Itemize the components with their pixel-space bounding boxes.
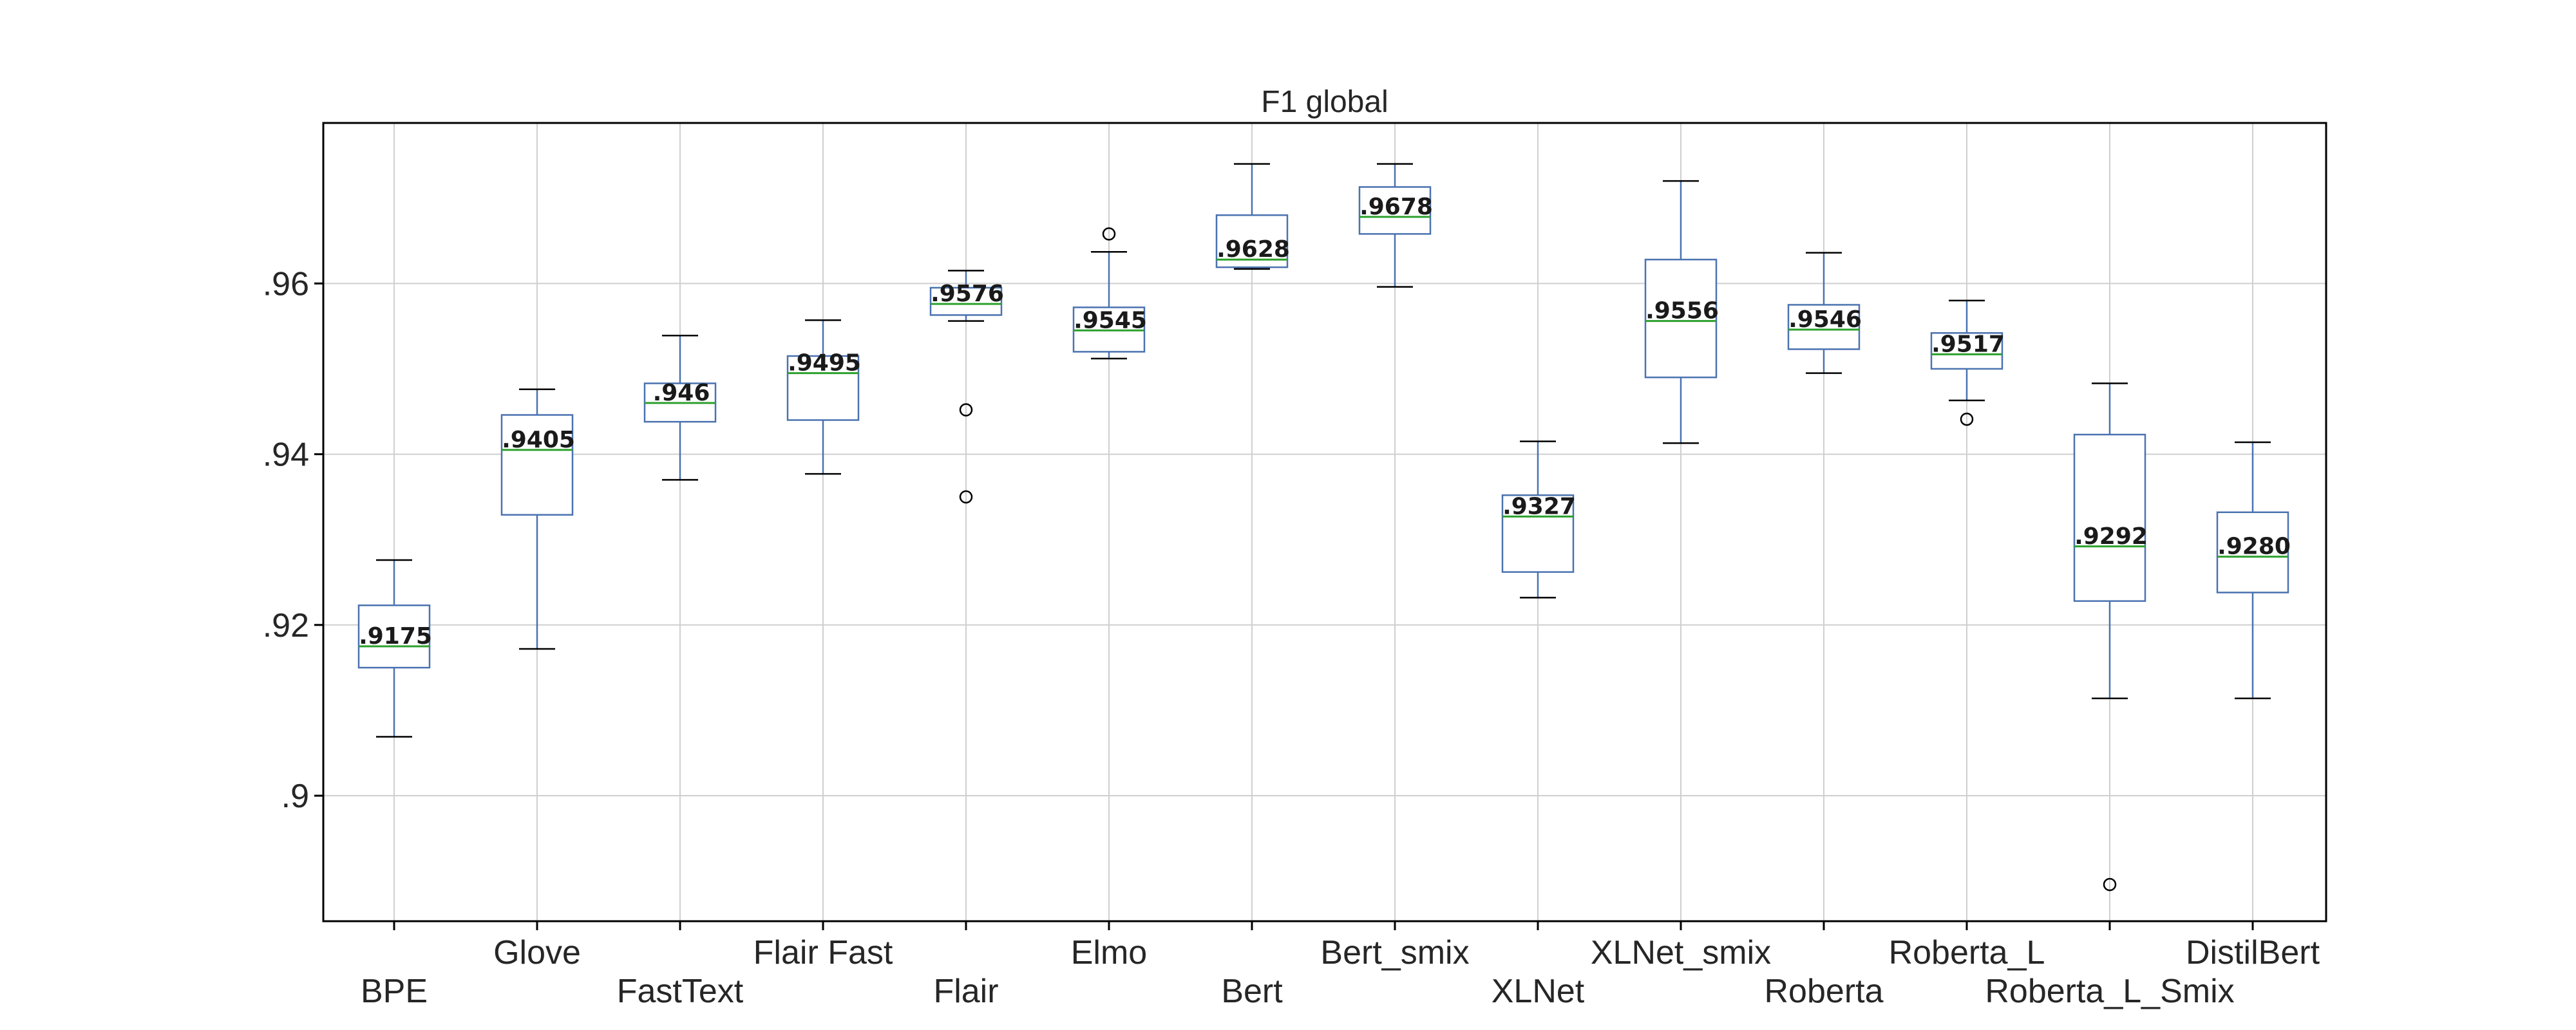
y-tick-label: .94	[263, 436, 309, 474]
x-tick-label: Roberta_L	[1889, 934, 2045, 971]
median-label: .9495	[788, 350, 861, 377]
median-label: .9546	[1788, 306, 1862, 333]
outlier-point	[959, 490, 973, 504]
median-label: .9327	[1502, 493, 1576, 520]
y-tick-label: .9	[281, 778, 309, 815]
box-distilbert: .9280	[2216, 441, 2291, 700]
box-bpe: .9175	[357, 559, 432, 738]
outlier-point	[2103, 877, 2117, 892]
median-label: .9292	[2074, 523, 2148, 550]
box-iqr	[1215, 214, 1289, 268]
box-xlnet-smix: .9556	[1644, 180, 1719, 444]
median-label: .9175	[359, 623, 432, 650]
x-tick-label: Elmo	[1071, 934, 1147, 971]
y-axis: .9 .92 .94 .96	[263, 265, 323, 815]
grid-lines	[323, 123, 2326, 921]
box-fasttext: .946	[643, 334, 717, 481]
box-iqr	[1644, 258, 1718, 379]
box-iqr	[2073, 433, 2146, 602]
box-bert-smix: .9678	[1358, 163, 1433, 288]
median-label: .9678	[1359, 194, 1433, 220]
median-label: .9517	[1931, 331, 2005, 357]
box-series: .9175 .9405 .946 .9495 .9576 .9545 .9628 .9678.…	[357, 163, 2291, 892]
x-tick-label: Roberta	[1765, 973, 1884, 1010]
box-iqr	[1501, 494, 1575, 573]
box-iqr	[786, 355, 860, 421]
box-iqr	[929, 286, 1003, 316]
box-roberta-l: .9517	[1930, 299, 2005, 426]
box-roberta: .9546	[1787, 252, 1862, 374]
median-label: .946	[653, 380, 710, 406]
x-tick-label: XLNet	[1492, 973, 1585, 1010]
x-tick-label: Bert_smix	[1320, 934, 1469, 971]
median-label: .9628	[1217, 236, 1290, 263]
x-tick-label: BPE	[361, 973, 428, 1010]
median-label: .9545	[1074, 307, 1147, 333]
y-tick-label: .92	[263, 607, 309, 644]
box-glove: .9405	[500, 388, 575, 650]
box-iqr	[1358, 186, 1432, 235]
box-flair-fast: .9495	[786, 319, 861, 475]
box-iqr	[1930, 332, 2003, 370]
outlier-point	[1960, 412, 1974, 426]
box-elmo: .9545	[1072, 227, 1147, 360]
outlier-point	[1102, 227, 1116, 241]
box-iqr	[1787, 304, 1861, 350]
x-tick-label: Glove	[493, 934, 581, 971]
median-label: .9280	[2217, 534, 2291, 560]
chart-title: F1 global	[1261, 85, 1388, 119]
x-tick-label: XLNet_smix	[1591, 934, 1771, 971]
box-xlnet: .9327	[1501, 440, 1576, 599]
median-label: .9556	[1645, 298, 1719, 324]
box-bert: .9628	[1215, 163, 1290, 270]
box-flair: .9576	[929, 270, 1004, 504]
outlier-point	[959, 403, 973, 417]
box-iqr	[357, 604, 431, 669]
x-tick-label: FastText	[617, 973, 744, 1010]
median-label: .9576	[931, 281, 1004, 307]
y-tick-label: .96	[263, 265, 309, 303]
x-tick-label: Bert	[1221, 973, 1283, 1010]
box-iqr	[500, 414, 574, 516]
x-tick-label: Roberta_L_Smix	[1985, 973, 2234, 1010]
x-tick-label: Flair Fast	[753, 934, 893, 971]
x-tick-label: Flair	[933, 973, 998, 1010]
box-roberta-l-smix: .9292	[2073, 382, 2148, 892]
x-tick-label: DistilBert	[2186, 934, 2320, 971]
box-iqr	[2216, 511, 2289, 594]
plot-frame	[322, 122, 2327, 922]
median-label: .9405	[502, 427, 575, 453]
